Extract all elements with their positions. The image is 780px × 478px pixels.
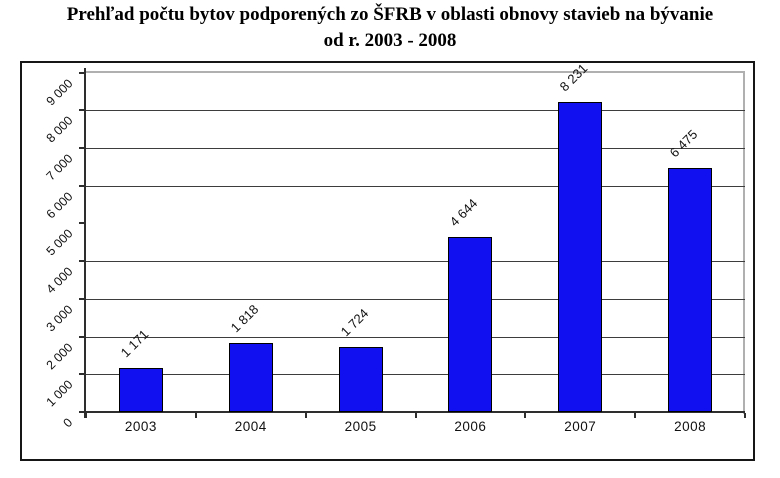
gridline-2000 (86, 336, 745, 338)
chart-title: Prehľad počtu bytov podporených zo ŠFRB … (0, 2, 780, 54)
y-tick-label-3000: 3 000 (43, 302, 76, 335)
y-tick-label-7000: 7 000 (43, 151, 76, 184)
y-tick-6000 (79, 184, 85, 187)
x-tick-5 (634, 413, 637, 418)
x-axis-label-2005: 2005 (344, 419, 377, 434)
chart-title-line-1: Prehľad počtu bytov podporených zo ŠFRB … (66, 4, 714, 25)
x-tick-2 (304, 413, 307, 418)
y-tick-label-0: 0 (60, 415, 76, 431)
bar-2007 (558, 101, 603, 412)
y-tick-8000 (79, 109, 85, 112)
y-tick-3000 (79, 297, 85, 300)
bar-2004 (228, 343, 273, 412)
y-tick-1000 (79, 373, 85, 376)
y-tick-7000 (79, 146, 85, 149)
gridline-4000 (86, 261, 745, 263)
x-tick-0 (85, 413, 87, 418)
y-tick-label-8000: 8 000 (43, 113, 76, 146)
gridline-1000 (86, 374, 745, 376)
y-tick-5000 (79, 222, 85, 225)
y-tick-2000 (79, 335, 85, 338)
x-axis (84, 411, 745, 413)
bar-2005 (338, 347, 383, 412)
x-tick-6 (744, 413, 746, 418)
x-tick-4 (524, 413, 527, 418)
x-tick-1 (194, 413, 197, 418)
bar-2003 (118, 367, 163, 412)
x-axis-label-2006: 2006 (454, 419, 487, 434)
chart-frame: 0 1 000 2 000 3 000 4 000 5 000 6 000 7 000 8 00… (20, 60, 755, 461)
gridline-8000 (86, 110, 745, 112)
x-axis-label-2003: 2003 (124, 419, 157, 434)
y-tick-4000 (79, 260, 85, 263)
gridline-3000 (86, 298, 745, 300)
x-axis-label-2004: 2004 (234, 419, 267, 434)
y-tick-9000 (79, 71, 85, 74)
y-tick-label-5000: 5 000 (43, 226, 76, 259)
y-axis (84, 68, 86, 418)
bar-2008 (668, 167, 713, 412)
bar-2006 (448, 236, 493, 412)
y-tick-label-6000: 6 000 (43, 189, 76, 222)
y-tick-label-9000: 9 000 (43, 75, 76, 108)
y-tick-0 (79, 411, 85, 413)
x-axis-label-2007: 2007 (564, 419, 597, 434)
gridline-7000 (86, 147, 745, 149)
y-tick-label-1000: 1 000 (43, 377, 76, 410)
y-tick-label-2000: 2 000 (43, 339, 76, 373)
y-tick-label-4000: 4 000 (43, 264, 76, 297)
x-tick-3 (414, 413, 417, 418)
x-axis-label-2008: 2008 (674, 419, 707, 434)
plot-area (86, 71, 745, 414)
chart-title-line-2: od r. 2003 - 2008 (323, 30, 457, 51)
gridline-6000 (86, 185, 745, 187)
